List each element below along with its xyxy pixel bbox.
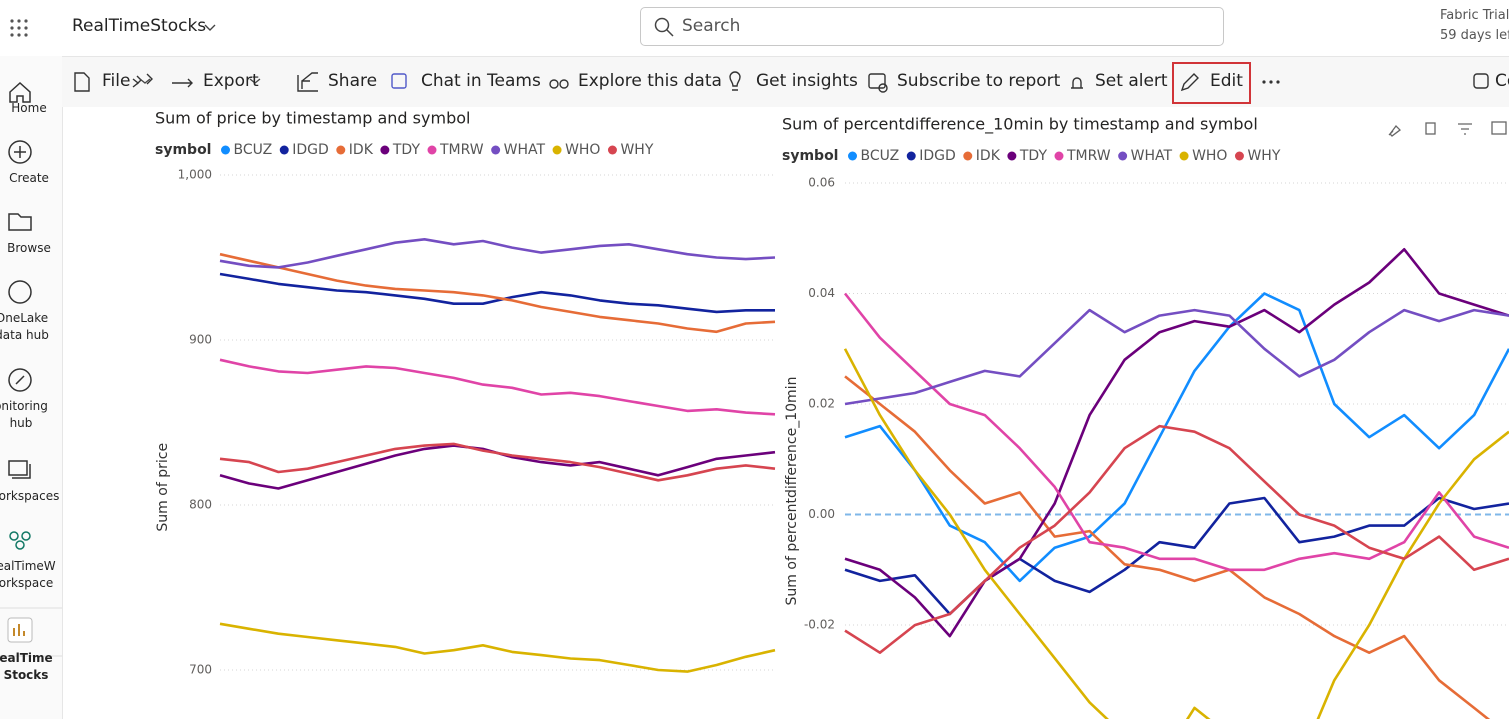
y-tick-label: 0.04 xyxy=(808,286,835,300)
legend-label: WHAT xyxy=(1131,148,1173,164)
legend-swatch xyxy=(427,145,437,155)
nav-item[interactable]: orkspaces xyxy=(0,489,60,503)
toolbar-button[interactable]: Set alert xyxy=(1095,71,1168,91)
app-name[interactable]: RealTimeStocks xyxy=(72,16,207,36)
legend-swatch xyxy=(607,145,617,155)
series-line xyxy=(844,496,1509,616)
legend-swatch xyxy=(1007,151,1017,161)
edit-highlight xyxy=(1172,62,1251,104)
legend-label: TMRW xyxy=(439,142,484,158)
series-line xyxy=(844,248,1509,638)
series-line xyxy=(219,358,776,416)
legend-label: BCUZ xyxy=(861,148,900,164)
legend-label: WHY xyxy=(620,142,653,158)
nav-item[interactable]: ealTimeStocks xyxy=(0,651,53,682)
legend-label: WHAT xyxy=(504,142,546,158)
legend-swatch xyxy=(336,145,346,155)
legend-label: IDK xyxy=(349,142,374,158)
y-tick-label: 700 xyxy=(189,663,212,677)
series-line xyxy=(844,424,1509,654)
legend-swatch xyxy=(491,145,501,155)
y-tick-label: 800 xyxy=(189,498,212,512)
search-icon xyxy=(654,17,674,37)
trial-label: Fabric Trial xyxy=(1440,8,1509,23)
toolbar-button[interactable]: Chat in Teams xyxy=(421,71,541,91)
plot-area xyxy=(219,238,776,673)
y-tick-label: 0.00 xyxy=(808,507,835,521)
sidebar: Home Create Browse OneLake data hub onit… xyxy=(0,56,63,719)
chart-title: Sum of percentdifference_10min by timest… xyxy=(782,115,1258,135)
chart-title: Sum of price by timestamp and symbol xyxy=(155,109,470,128)
toolbar-button[interactable]: Subscribe to report xyxy=(897,71,1061,91)
nav-item[interactable]: onitoring hub xyxy=(0,399,48,430)
series-line xyxy=(219,622,776,673)
y-axis-title: Sum of price xyxy=(155,443,171,532)
toolbar-icons xyxy=(74,62,1489,104)
legend-swatch xyxy=(906,151,916,161)
legend-label: IDGD xyxy=(919,148,956,164)
y-tick-label: 0.06 xyxy=(808,176,835,190)
series-line xyxy=(844,292,1509,583)
legend-label: BCUZ xyxy=(234,142,273,158)
search-placeholder: Search xyxy=(682,16,741,36)
plot-area xyxy=(843,248,1509,719)
legend-swatch xyxy=(963,151,973,161)
nav-item[interactable]: Create xyxy=(9,171,49,185)
series-line xyxy=(844,308,1509,406)
trial-days: 59 days lef xyxy=(1440,28,1509,43)
legend-title: symbol xyxy=(782,148,839,164)
series-line xyxy=(843,348,1509,719)
legend-label: IDK xyxy=(976,148,1001,164)
legend-label: WHO xyxy=(1192,148,1227,164)
toolbar-button[interactable]: Edit xyxy=(1210,71,1243,91)
legend-swatch xyxy=(848,151,857,161)
toolbar-button[interactable]: Co xyxy=(1495,71,1509,91)
search-box[interactable]: Search xyxy=(640,7,1224,46)
legend-title: symbol xyxy=(155,142,212,158)
legend-label: TMRW xyxy=(1066,148,1111,164)
legend-label: IDGD xyxy=(292,142,329,158)
nav-item[interactable]: OneLake data hub xyxy=(0,311,49,342)
legend-swatch xyxy=(1179,151,1189,161)
y-tick-label: 0.02 xyxy=(808,397,835,411)
visual-header-icons xyxy=(1388,121,1507,137)
toolbar-button[interactable]: File xyxy=(102,71,131,91)
legend-swatch xyxy=(279,145,289,155)
toolbar: File Export Share Chat in Teams Explore … xyxy=(62,57,1509,107)
legend-swatch xyxy=(1234,151,1244,161)
series-line xyxy=(219,238,776,269)
nav-item[interactable]: Home xyxy=(11,101,47,115)
legend-label: TDY xyxy=(392,142,421,158)
series-line xyxy=(219,272,775,314)
nav-item[interactable]: Browse xyxy=(7,241,51,255)
toolbar-button[interactable]: Share xyxy=(328,71,378,91)
nav-item[interactable]: ealTimeWorkspace xyxy=(0,559,56,590)
series-line xyxy=(219,252,776,334)
series-line xyxy=(843,292,1509,572)
top-bar: RealTimeStocks Search Fabric Trial 59 da… xyxy=(0,0,1509,57)
nav-icons xyxy=(0,81,62,657)
legend-label: TDY xyxy=(1019,148,1048,164)
legend-swatch xyxy=(1054,151,1064,161)
toolbar-button[interactable]: Explore this data xyxy=(578,71,722,91)
toolbar-button[interactable]: Export xyxy=(203,71,259,91)
y-axis-title: Sum of percentdifference_10min xyxy=(784,377,800,606)
legend-swatch xyxy=(380,145,390,155)
app-launcher[interactable] xyxy=(0,0,40,56)
legend-label: WHO xyxy=(565,142,600,158)
y-tick-label: 1,000 xyxy=(178,168,212,182)
y-tick-label: -0.02 xyxy=(804,618,835,632)
legend-swatch xyxy=(221,145,230,155)
series-line xyxy=(844,375,1491,719)
toolbar-button[interactable]: Get insights xyxy=(756,71,858,91)
y-tick-label: 900 xyxy=(189,333,212,347)
legend-swatch xyxy=(552,145,562,155)
series-line xyxy=(219,444,776,490)
legend-label: WHY xyxy=(1247,148,1280,164)
chevron xyxy=(204,24,216,31)
legend-swatch xyxy=(1118,151,1128,161)
series-line xyxy=(219,442,776,482)
